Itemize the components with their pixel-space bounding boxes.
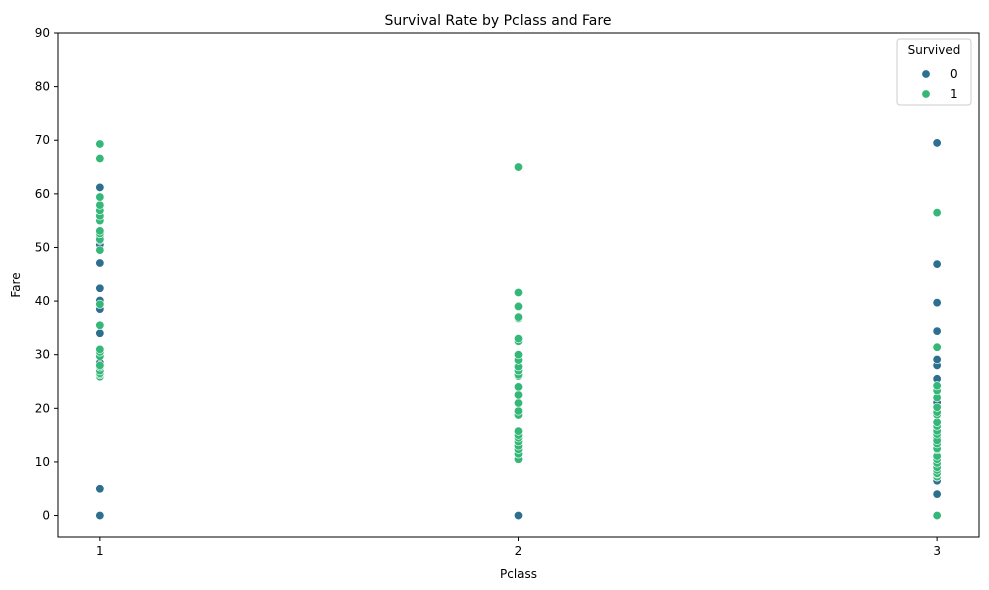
- data-point: [513, 288, 523, 298]
- data-point: [95, 226, 105, 236]
- data-point: [95, 258, 105, 268]
- data-point: [932, 402, 942, 412]
- legend-entry-label: 1: [950, 87, 958, 101]
- data-point: [932, 326, 942, 336]
- y-tick-label: 10: [35, 455, 50, 469]
- data-point: [513, 511, 523, 521]
- data-point: [932, 138, 942, 148]
- legend: Survived 01: [896, 38, 972, 106]
- chart-title: Survival Rate by Pclass and Fare: [385, 13, 612, 29]
- y-tick-label: 90: [35, 26, 50, 40]
- y-tick-label: 80: [35, 80, 50, 94]
- data-point: [95, 299, 105, 309]
- data-point: [95, 245, 105, 255]
- data-point: [95, 484, 105, 494]
- legend-box: [896, 38, 972, 106]
- x-tick-label: 2: [515, 544, 523, 558]
- data-point: [513, 426, 523, 436]
- y-tick-label: 40: [35, 294, 50, 308]
- y-tick-label: 70: [35, 133, 50, 147]
- data-point: [513, 398, 523, 408]
- legend-marker: [921, 89, 931, 99]
- data-point: [932, 417, 942, 427]
- x-tick-label: 1: [96, 544, 104, 558]
- y-axis-label: Fare: [9, 272, 23, 297]
- y-tick-label: 0: [42, 509, 50, 523]
- legend-entry-label: 0: [950, 67, 958, 81]
- y-tick-label: 30: [35, 348, 50, 362]
- data-point: [932, 489, 942, 499]
- data-point: [932, 208, 942, 218]
- legend-marker: [921, 69, 931, 79]
- data-point: [932, 355, 942, 365]
- data-point: [95, 511, 105, 521]
- x-axis-ticks: 1 2 3: [96, 537, 941, 558]
- y-axis-ticks: 0 10 20 30 40 50 60 70 80 90: [35, 26, 58, 523]
- x-tick-label: 3: [933, 544, 941, 558]
- data-point: [95, 344, 105, 354]
- data-point: [932, 298, 942, 308]
- data-point: [513, 334, 523, 344]
- y-tick-label: 20: [35, 401, 50, 415]
- data-point: [513, 350, 523, 360]
- data-point: [95, 320, 105, 330]
- data-point: [513, 301, 523, 311]
- data-point: [513, 312, 523, 322]
- data-point: [932, 511, 942, 521]
- data-point: [95, 139, 105, 149]
- y-tick-label: 50: [35, 240, 50, 254]
- data-point: [513, 382, 523, 392]
- data-point: [932, 259, 942, 269]
- data-point: [932, 381, 942, 391]
- x-axis-label: Pclass: [500, 567, 537, 581]
- data-point: [513, 390, 523, 400]
- y-tick-label: 60: [35, 187, 50, 201]
- data-point: [95, 182, 105, 192]
- data-point: [95, 360, 105, 370]
- data-points: [95, 138, 942, 521]
- data-point: [932, 342, 942, 352]
- legend-entries: 01: [921, 67, 958, 101]
- data-point: [95, 328, 105, 338]
- data-point: [95, 153, 105, 163]
- data-point: [95, 200, 105, 210]
- data-point: [95, 192, 105, 202]
- data-point: [513, 162, 523, 172]
- data-point: [95, 283, 105, 293]
- data-point: [513, 406, 523, 416]
- legend-title: Survived: [908, 43, 961, 57]
